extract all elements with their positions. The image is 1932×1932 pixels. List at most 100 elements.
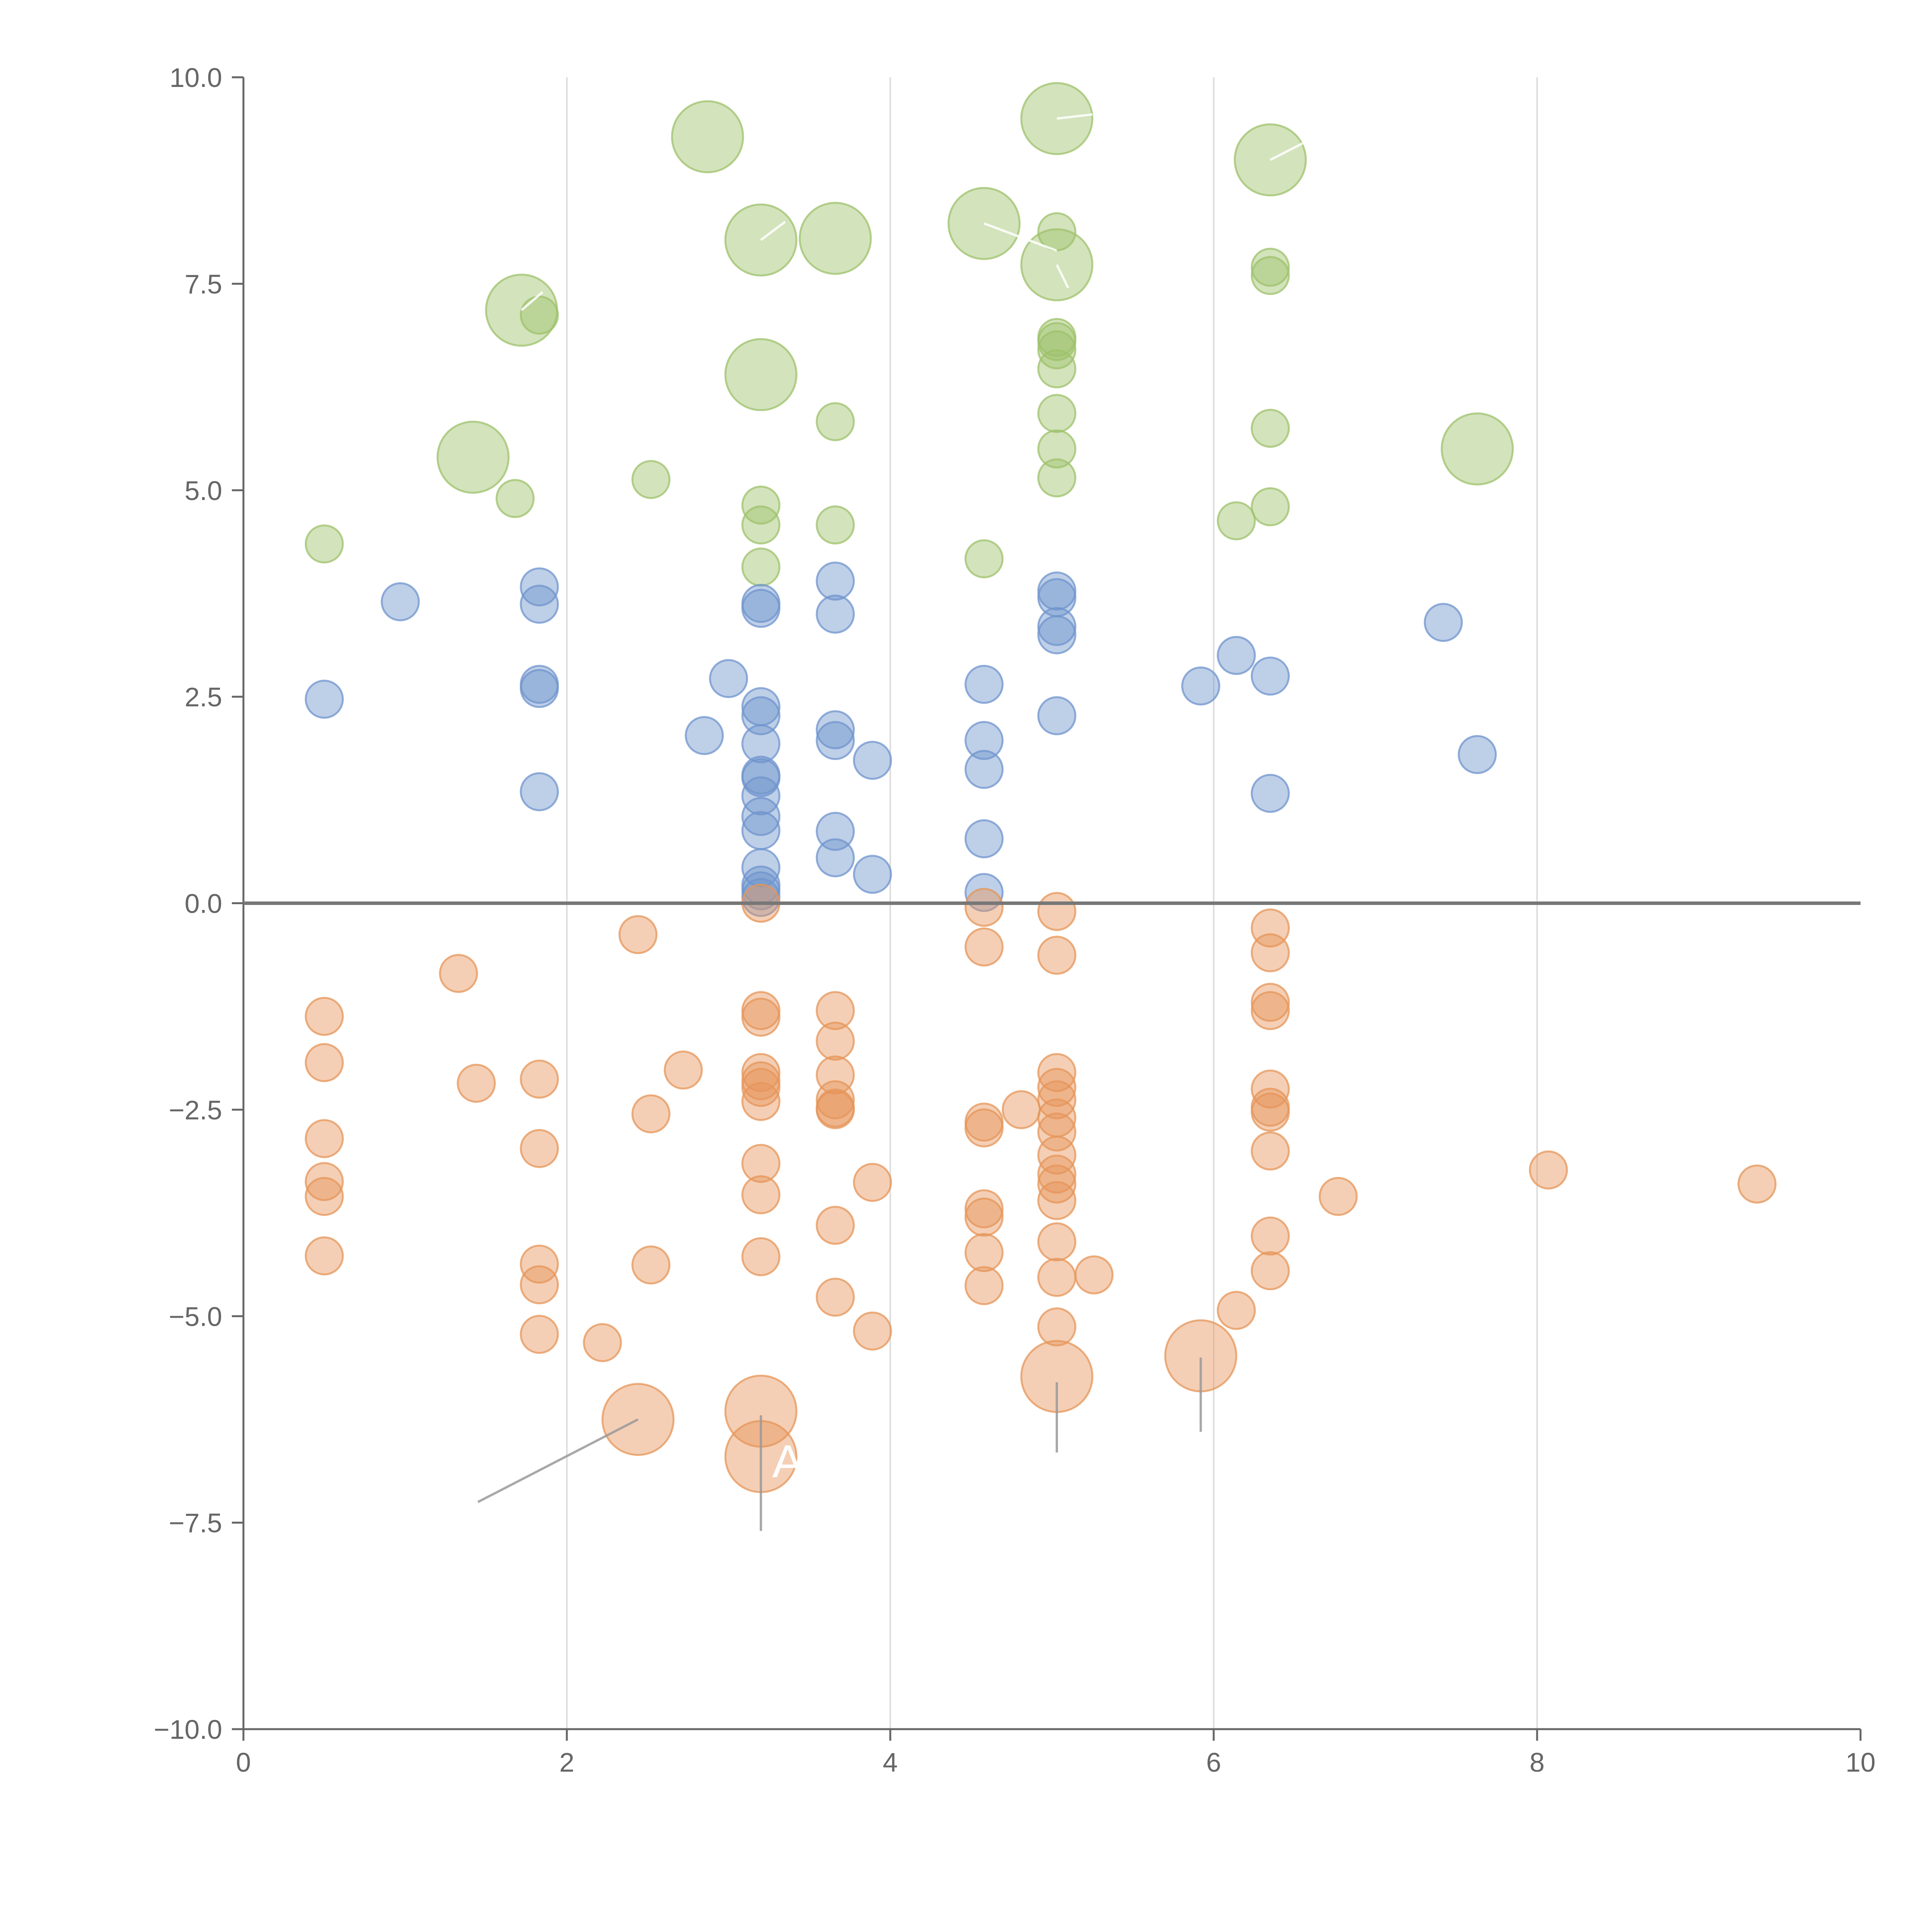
data-point-orange — [816, 991, 855, 1030]
data-point-orange — [1250, 991, 1290, 1030]
data-point-green — [1037, 394, 1077, 433]
data-point-green — [1037, 429, 1077, 469]
data-point-orange — [741, 1237, 781, 1276]
data-point-blue — [1250, 656, 1290, 696]
x-tick-label: 8 — [1530, 1747, 1545, 1777]
y-tick-label: 10.0 — [170, 63, 222, 93]
y-tick-label: 2.5 — [185, 682, 222, 712]
x-tick-label: 10 — [1845, 1747, 1876, 1777]
y-tick-label: 7.5 — [185, 269, 222, 299]
data-point-orange — [964, 1189, 1004, 1228]
annotation-label: A — [772, 1435, 803, 1487]
data-point-orange — [1250, 1131, 1290, 1171]
data-point-orange — [520, 1315, 559, 1354]
data-point-blue — [1423, 603, 1463, 642]
data-point-orange — [520, 1129, 559, 1168]
data-point-orange — [816, 1021, 855, 1061]
data-point-orange — [964, 1197, 1004, 1237]
data-point-orange — [1074, 1255, 1114, 1294]
data-point-orange — [964, 927, 1004, 967]
data-point-green — [741, 485, 781, 525]
data-point-blue — [520, 585, 559, 624]
x-tick-label: 6 — [1206, 1747, 1221, 1777]
data-point-orange — [1037, 1258, 1077, 1297]
data-point-green — [304, 524, 344, 564]
data-point-orange — [304, 1119, 344, 1158]
data-point-orange — [741, 1175, 781, 1214]
y-tick-label: −7.5 — [169, 1508, 222, 1538]
data-point-orange — [1250, 983, 1290, 1022]
data-point-orange — [583, 1323, 622, 1362]
data-point-blue — [685, 716, 724, 755]
leader-line — [760, 221, 786, 241]
data-point-orange — [1037, 1307, 1077, 1347]
data-point-orange — [304, 1236, 344, 1276]
data-point-blue — [816, 561, 855, 601]
annotations: A — [772, 1435, 803, 1487]
data-point-green — [520, 296, 559, 335]
data-point-blue — [964, 819, 1004, 859]
data-point-orange — [741, 1144, 781, 1183]
data-point-orange — [631, 1094, 671, 1134]
data-point-orange — [964, 1266, 1004, 1305]
x-tick-label: 0 — [236, 1747, 251, 1777]
data-point-orange — [304, 1177, 344, 1216]
data-point-blue — [381, 582, 420, 621]
y-tick-label: −10.0 — [154, 1714, 222, 1745]
data-point-blue — [741, 797, 781, 836]
data-point-blue — [816, 838, 855, 878]
data-point-orange — [741, 1082, 781, 1121]
data-point-blue — [1181, 666, 1221, 706]
data-point-orange — [1037, 1053, 1077, 1092]
data-point-orange — [1037, 1181, 1077, 1220]
data-point-orange — [964, 888, 1004, 927]
data-point-orange — [964, 1233, 1004, 1272]
leader-line — [983, 222, 1058, 252]
y-tick-label: −2.5 — [169, 1095, 222, 1125]
leader-line — [520, 291, 544, 311]
data-point-green — [816, 402, 855, 441]
data-point-orange — [816, 1090, 855, 1129]
data-point-green — [799, 202, 872, 275]
data-point-orange — [741, 1068, 781, 1107]
data-point-orange — [304, 1043, 344, 1082]
data-point-green — [1250, 248, 1290, 287]
data-point-orange — [816, 1080, 855, 1119]
x-tick-label: 2 — [560, 1747, 575, 1777]
data-point-green — [436, 420, 510, 494]
data-point-orange — [1250, 1216, 1290, 1256]
data-point-blue — [964, 750, 1004, 789]
data-point-orange — [1037, 935, 1077, 975]
data-point-orange — [631, 1245, 671, 1285]
data-point-blue — [1037, 607, 1077, 646]
data-point-orange — [1529, 1150, 1568, 1190]
data-point-orange — [1737, 1164, 1777, 1204]
data-point-green — [1440, 412, 1514, 486]
data-point-orange — [853, 1311, 892, 1351]
data-point-green — [671, 100, 744, 173]
data-point-orange — [1250, 933, 1290, 973]
data-point-orange — [520, 1265, 559, 1304]
y-tick-label: 0.0 — [185, 889, 222, 919]
data-point-green — [724, 338, 798, 411]
y-tick-label: −5.0 — [169, 1301, 222, 1332]
data-point-blue — [1037, 696, 1077, 735]
axes: 0 2 4 6 8 10 −10.0 −7.5 −5.0 −2.5 0.0 2.5 5.0 7.5 10.0 — [154, 63, 1876, 1777]
data-point-blue — [964, 665, 1004, 704]
data-point-orange — [964, 1108, 1004, 1148]
data-point-orange — [1217, 1291, 1256, 1330]
data-point-blue — [304, 680, 344, 719]
data-point-green — [741, 548, 781, 587]
data-point-green — [631, 460, 671, 499]
data-point-orange — [663, 1050, 703, 1090]
y-tick-label: 5.0 — [185, 476, 222, 506]
data-point-orange — [1037, 1222, 1077, 1262]
data-point-blue — [741, 848, 781, 888]
data-point-blue — [816, 710, 855, 750]
data-point-blue — [1250, 774, 1290, 813]
data-point-blue — [741, 811, 781, 850]
data-point-blue — [1217, 636, 1256, 675]
data-point-blue — [520, 567, 559, 607]
data-point-orange — [457, 1063, 496, 1103]
